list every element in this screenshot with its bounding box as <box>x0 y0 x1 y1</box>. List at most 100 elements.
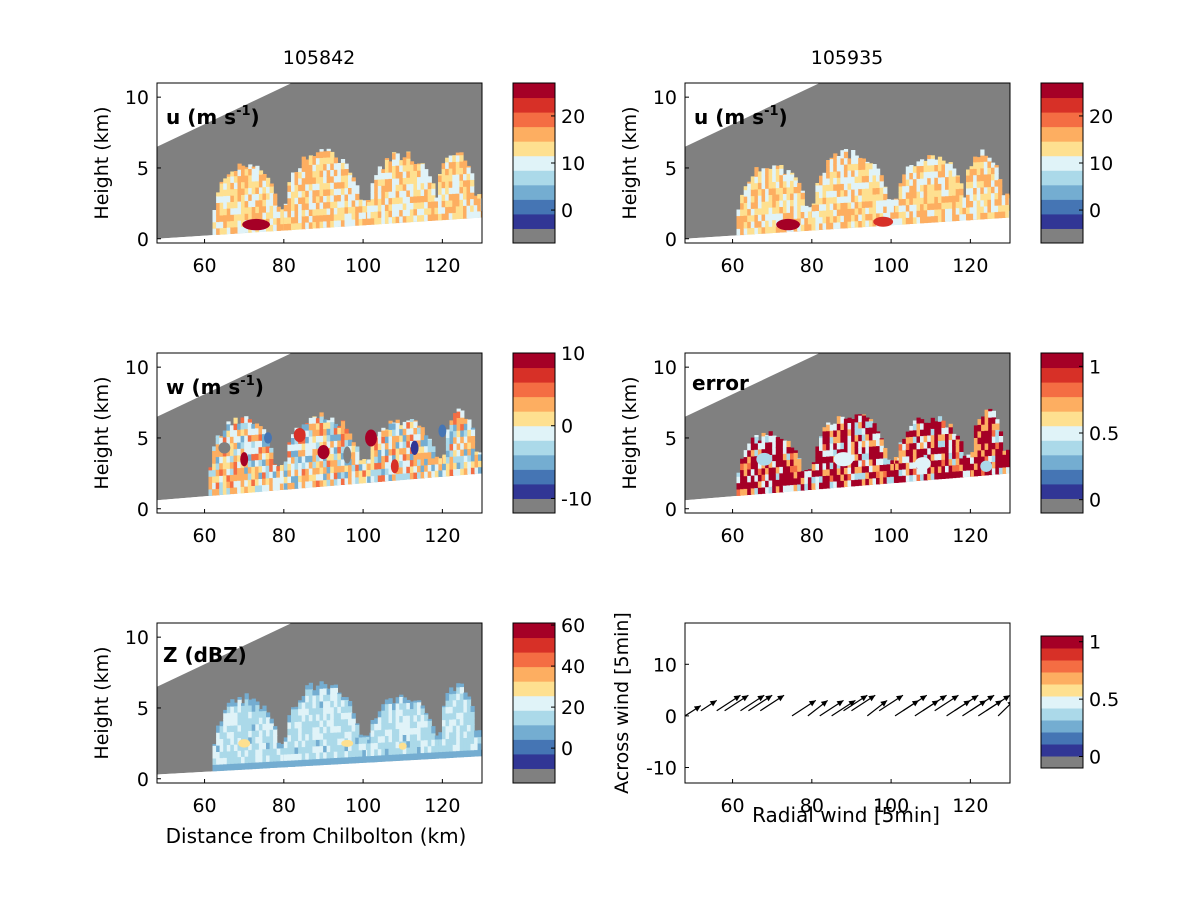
echo-cell <box>930 196 935 204</box>
echo-cell <box>333 423 338 429</box>
echo-cell <box>340 200 346 208</box>
echo-cell <box>934 196 939 204</box>
echo-cell <box>948 445 953 453</box>
echo-cell <box>833 461 838 469</box>
echo-cell <box>294 190 299 198</box>
echo-cell <box>998 460 1004 468</box>
echo-cell <box>424 464 429 472</box>
echo-cell <box>312 701 317 709</box>
echo-cell <box>826 197 831 204</box>
echo-cell <box>248 213 253 220</box>
echo-cell <box>463 461 468 469</box>
echo-cell <box>876 445 881 453</box>
echo-cell <box>754 468 759 476</box>
x-tick-label: 80 <box>800 795 824 817</box>
echo-cell <box>291 197 296 205</box>
echo-cell <box>854 421 859 429</box>
echo-cell <box>377 723 382 731</box>
echo-cell <box>448 199 453 207</box>
echo-cell <box>449 443 454 451</box>
echo-cell <box>370 729 375 737</box>
echo-cell <box>215 437 220 445</box>
echo-cell <box>923 473 928 481</box>
echo-cell <box>247 441 252 449</box>
echo-cell <box>865 168 870 176</box>
echo-cell <box>406 466 411 474</box>
echo-cell <box>348 731 353 739</box>
echo-cell <box>216 208 221 216</box>
echo-cell <box>266 754 271 762</box>
echo-cell <box>237 718 242 726</box>
y-axis-label: Height (km) <box>91 376 113 489</box>
echo-cell <box>355 730 360 738</box>
echo-cell <box>768 188 773 195</box>
echo-cell <box>424 451 429 459</box>
echo-cell <box>883 464 888 471</box>
echo-cell <box>836 170 841 178</box>
echo-cell <box>417 163 422 171</box>
echo-cell <box>323 419 328 423</box>
echo-cell <box>233 705 239 713</box>
echo-cell <box>409 701 415 703</box>
echo-cell <box>937 440 943 448</box>
echo-cell <box>815 476 820 483</box>
echo-cell <box>215 443 220 451</box>
echo-cell <box>836 164 841 172</box>
echo-cell <box>927 441 932 449</box>
echo-cell <box>417 163 422 165</box>
echo-cell <box>955 458 960 465</box>
echo-cell <box>337 465 342 473</box>
echo-cell <box>388 754 393 762</box>
echo-cell <box>934 472 939 480</box>
echo-cell <box>344 750 349 758</box>
echo-cell <box>212 228 217 235</box>
echo-cell <box>819 482 824 490</box>
echo-cell <box>854 472 859 480</box>
echo-cell <box>348 471 353 478</box>
echo-cell <box>294 456 299 464</box>
y-ticks: 0 5 10 <box>125 357 149 521</box>
echo-cell <box>420 458 425 466</box>
echo-cell <box>750 475 755 482</box>
echo-cell <box>287 184 292 192</box>
echo-cell <box>470 192 475 200</box>
echo-cell <box>858 182 863 190</box>
echo-cell <box>872 174 877 182</box>
wind-arrow <box>716 694 741 712</box>
echo-cell <box>757 487 763 495</box>
echo-cell <box>283 469 288 477</box>
echo-cell <box>381 210 386 218</box>
echo-cell <box>948 169 953 177</box>
echo-cell <box>998 431 1004 436</box>
echo-cell <box>424 471 429 479</box>
panel-label: error <box>692 371 749 395</box>
echo-cell <box>463 192 468 200</box>
echo-cell <box>305 474 310 482</box>
echo-cell <box>836 423 841 431</box>
echo-cell <box>308 215 313 223</box>
echo-cell <box>266 735 271 743</box>
echo-cell <box>315 454 321 462</box>
x-axis-label: Radial wind [5min] <box>752 803 940 827</box>
echo-cell <box>991 162 996 168</box>
echo-cell <box>223 744 228 752</box>
echo-cell <box>843 473 849 481</box>
echo-cell <box>244 749 249 757</box>
echo-cell <box>470 706 475 712</box>
echo-cell <box>424 726 429 734</box>
echo-cell <box>836 215 841 223</box>
y-tick-label: 0 <box>137 499 149 521</box>
echo-cell <box>226 176 231 184</box>
echo-cell <box>340 478 346 485</box>
echo-cell <box>351 445 356 453</box>
echo-cell <box>768 448 773 455</box>
echo-cell <box>384 197 390 205</box>
echo-cell <box>291 463 296 470</box>
echo-cell <box>945 201 950 209</box>
echo-cell <box>945 446 950 454</box>
echo-cell <box>384 216 390 224</box>
echo-cell <box>258 465 263 473</box>
echo-cell <box>312 461 317 469</box>
x-ticks: 60 80 100 120 <box>720 525 988 547</box>
echo-cell <box>417 433 422 441</box>
